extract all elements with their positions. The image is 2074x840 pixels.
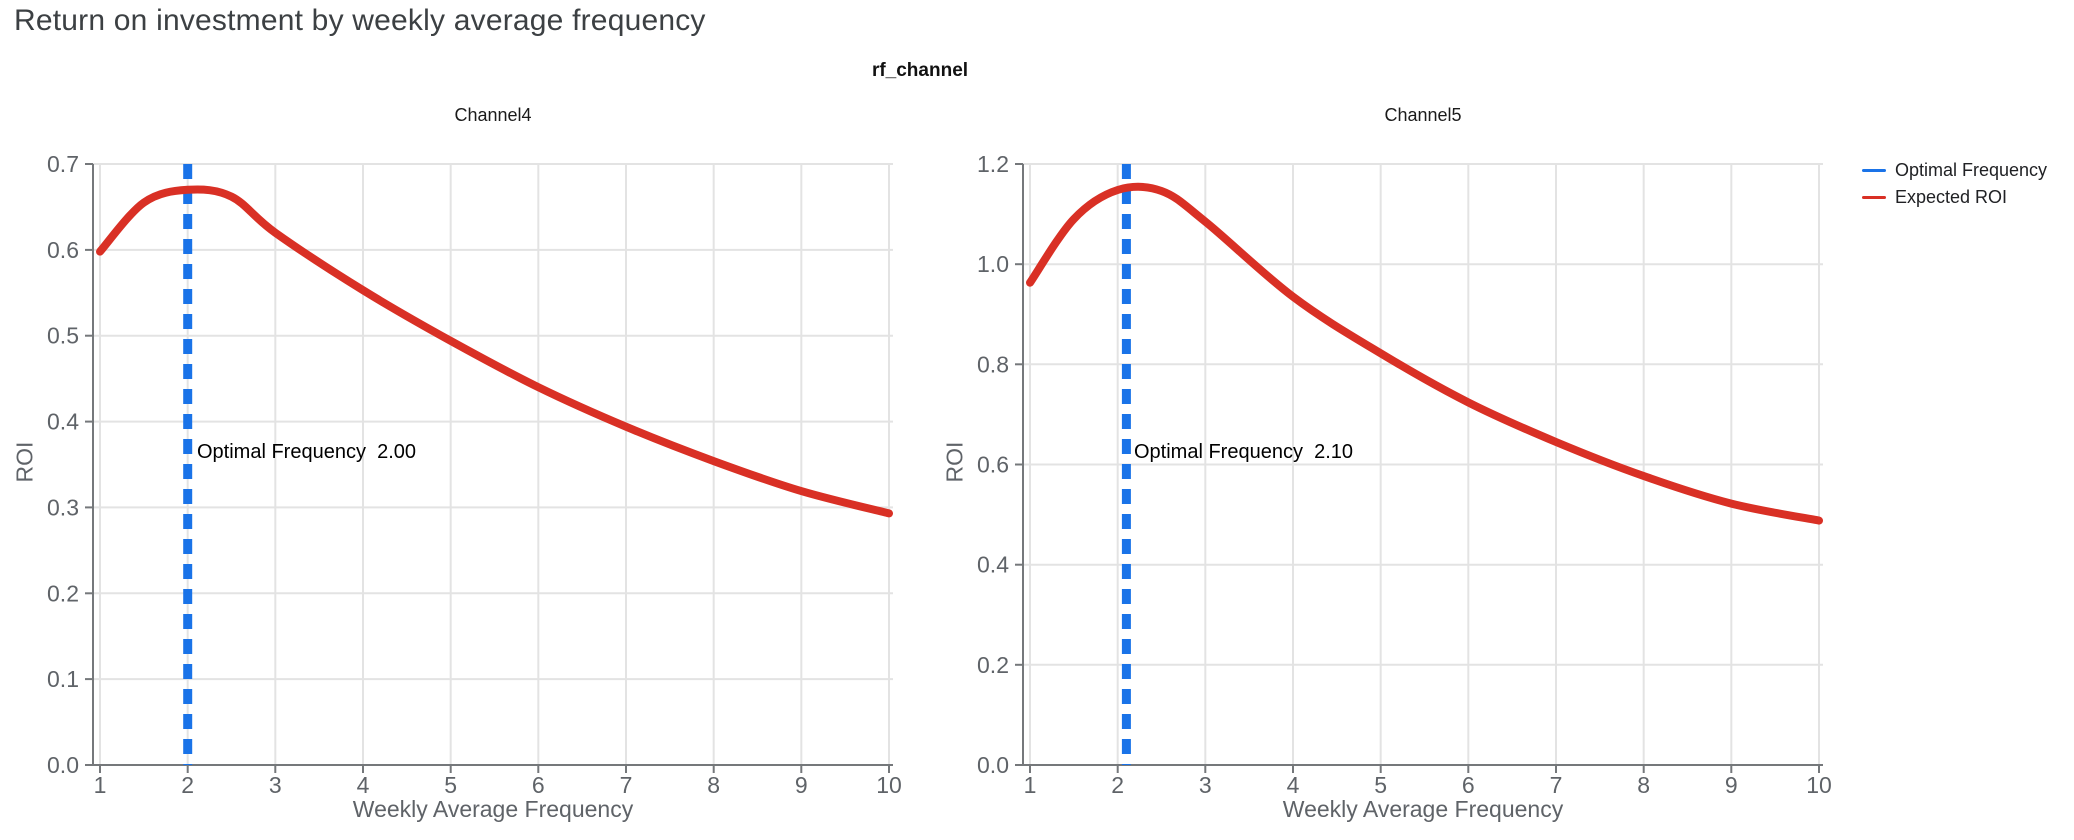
y-tick-label: 0.4	[977, 552, 1009, 578]
x-tick-label: 2	[181, 772, 194, 798]
y-tick-label: 0.8	[977, 351, 1009, 377]
y-tick-label: 0.2	[47, 580, 79, 606]
y-tick-label: 0.4	[47, 409, 79, 435]
x-tick-label: 1	[1024, 772, 1037, 798]
x-tick-label: 6	[532, 772, 545, 798]
x-tick-label: 4	[357, 772, 370, 798]
legend-label: Expected ROI	[1895, 186, 2008, 207]
y-tick-label: 0.0	[977, 752, 1009, 778]
x-tick-label: 3	[1199, 772, 1212, 798]
x-tick-label: 5	[1374, 772, 1387, 798]
y-axis-title-channel4: ROI	[11, 441, 38, 483]
x-tick-label: 6	[1462, 772, 1475, 798]
y-tick-label: 0.5	[47, 323, 79, 349]
page-title: Return on investment by weekly average f…	[14, 4, 706, 37]
x-tick-label: 4	[1287, 772, 1300, 798]
x-tick-label: 7	[1550, 772, 1563, 798]
legend-label: Optimal Frequency	[1895, 159, 2048, 180]
optimal-frequency-line-swatch	[1862, 168, 1886, 172]
subplot-title-channel5: Channel5	[1384, 105, 1462, 125]
y-tick-label: 1.0	[977, 251, 1009, 277]
y-tick-label: 0.6	[977, 452, 1009, 478]
x-tick-label: 5	[444, 772, 457, 798]
expected-roi-curve	[1026, 182, 1823, 525]
x-tick-label: 7	[620, 772, 633, 798]
optimal-frequency-annotation-channel4: Optimal Frequency 2.00	[197, 441, 416, 463]
x-tick-label: 9	[795, 772, 808, 798]
facet-label: rf_channel	[871, 60, 969, 81]
y-tick-label: 0.2	[977, 652, 1009, 678]
x-tick-label: 1	[94, 772, 107, 798]
expected-roi-curve	[96, 185, 893, 518]
x-axis-title-channel4: Weekly Average Frequency	[352, 796, 634, 822]
x-tick-label: 3	[269, 772, 282, 798]
x-tick-label: 9	[1725, 772, 1738, 798]
legend-item-optimal-frequency: Optimal Frequency	[1862, 158, 2047, 182]
x-tick-label: 10	[876, 772, 902, 798]
x-axis-title-channel5: Weekly Average Frequency	[1282, 796, 1564, 822]
x-tick-label: 10	[1806, 772, 1832, 798]
legend-item-expected-roi: Expected ROI	[1862, 185, 2047, 209]
y-tick-label: 0.6	[47, 237, 79, 263]
y-tick-label: 0.1	[47, 666, 79, 692]
y-tick-label: 0.3	[47, 494, 79, 520]
x-tick-label: 2	[1111, 772, 1124, 798]
subplot-title-channel4: Channel4	[454, 105, 532, 125]
x-tick-label: 8	[707, 772, 720, 798]
expected-roi-line-swatch	[1862, 195, 1886, 199]
y-tick-label: 0.7	[47, 151, 79, 177]
y-tick-label: 1.2	[977, 151, 1009, 177]
optimal-frequency-annotation-channel5: Optimal Frequency 2.10	[1134, 441, 1353, 463]
y-axis-title-channel5: ROI	[941, 441, 968, 483]
x-tick-label: 8	[1637, 772, 1650, 798]
legend: Optimal Frequency Expected ROI	[1862, 158, 2047, 209]
y-tick-label: 0.0	[47, 752, 79, 778]
